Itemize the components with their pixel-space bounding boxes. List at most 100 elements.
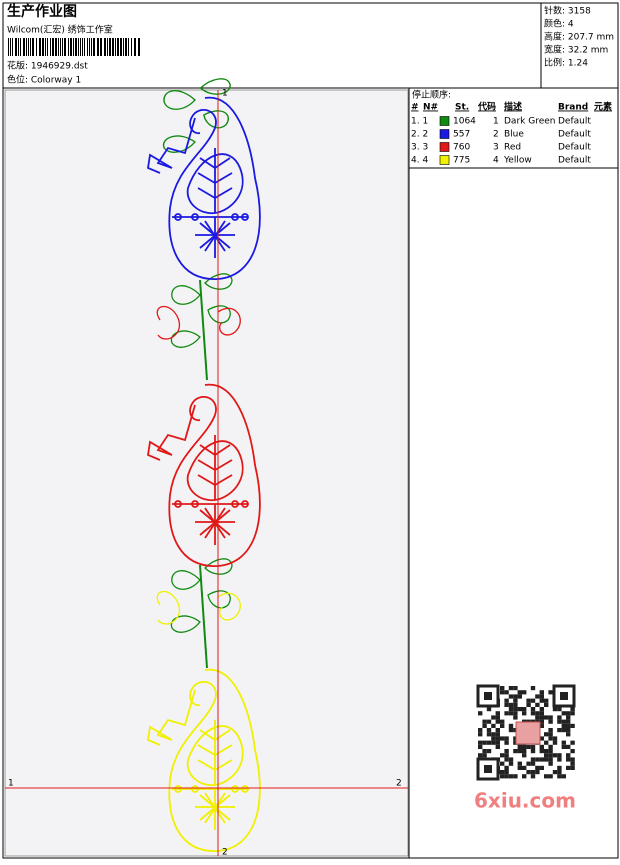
- qr-cell: [544, 715, 549, 720]
- qr-cell: [539, 707, 544, 712]
- qr-cell: [504, 757, 509, 762]
- qr-cell: [535, 694, 540, 699]
- barcode-bar: [78, 38, 79, 56]
- barcode-bar: [123, 38, 124, 56]
- title: 生产作业图: [7, 3, 77, 20]
- qr-cell: [544, 753, 549, 758]
- barcode-bar: [28, 38, 29, 56]
- qr-cell: [548, 761, 553, 766]
- qr-cell: [557, 715, 562, 720]
- stop-sequence-title: 停止顺序:: [412, 89, 451, 101]
- qr-cell: [570, 757, 575, 762]
- qr-cell: [530, 761, 536, 766]
- barcode-bar: [39, 38, 41, 56]
- qr-cell: [561, 711, 566, 716]
- qr-cell: [530, 749, 536, 754]
- qr-cell: [486, 707, 492, 712]
- brand: Default: [558, 117, 591, 127]
- studio: Wilcom(汇宏) 绣饰工作室: [7, 24, 113, 36]
- barcode-bar: [80, 38, 81, 56]
- stitches: 557: [453, 130, 470, 140]
- barcode-bar: [12, 38, 13, 56]
- qr-finder: [484, 692, 492, 700]
- qr-cell: [566, 753, 571, 758]
- qr-cell: [500, 690, 505, 695]
- qr-cell: [495, 719, 500, 724]
- barcode-bar: [89, 38, 90, 56]
- barcode-bar: [104, 38, 106, 56]
- qr-cell: [570, 723, 575, 728]
- qr-cell: [552, 753, 558, 758]
- qr-cell: [482, 740, 487, 745]
- qr-cell: [522, 749, 527, 754]
- qr-cell: [557, 719, 562, 724]
- code: 1: [493, 117, 499, 127]
- qr-cell: [504, 702, 509, 707]
- column-header: Brand: [558, 103, 588, 113]
- qr-cell: [504, 770, 509, 775]
- qr-cell: [557, 765, 562, 770]
- column-header: St.: [455, 103, 469, 113]
- qr-cell: [530, 711, 536, 716]
- qr-cell: [486, 732, 492, 737]
- qr-cell: [535, 770, 540, 775]
- qr-cell: [508, 723, 514, 728]
- qr-cell: [491, 736, 496, 741]
- qr-cell: [486, 749, 492, 754]
- qr-cell: [566, 757, 571, 762]
- qr-cell: [526, 770, 531, 775]
- qr-cell: [517, 707, 522, 712]
- qr-cell: [530, 698, 536, 703]
- barcode-bar: [8, 38, 9, 56]
- qr-cell: [566, 719, 571, 724]
- qr-cell: [539, 690, 544, 695]
- column-header: 描述: [504, 101, 522, 113]
- barcode-bar: [36, 38, 37, 56]
- qr-cell: [517, 694, 522, 699]
- barcode-bar: [20, 38, 21, 56]
- design-panel: [4, 89, 409, 857]
- qr-cell: [504, 774, 509, 779]
- qr-cell: [504, 736, 509, 741]
- barcode-bar: [115, 38, 116, 56]
- barcode-bar: [97, 38, 99, 56]
- barcode-bar: [138, 38, 140, 56]
- brand: Default: [558, 143, 591, 153]
- qr-cell: [548, 749, 553, 754]
- barcode-bar: [15, 38, 17, 56]
- qr-cell: [552, 736, 558, 741]
- qr-cell: [557, 753, 562, 758]
- barcode-bar: [91, 38, 92, 56]
- qr-cell: [500, 719, 505, 724]
- stitches: 1064: [453, 117, 476, 127]
- qr-cell: [495, 728, 500, 733]
- barcode-bar: [58, 38, 59, 56]
- qr-cell: [539, 749, 544, 754]
- code: 4: [493, 156, 499, 166]
- qr-cell: [530, 774, 536, 779]
- description: Dark Green: [504, 117, 555, 127]
- qr-cell: [539, 715, 544, 720]
- qr-cell: [478, 711, 483, 716]
- qr-cell: [504, 690, 509, 695]
- qr-cell: [548, 753, 553, 758]
- barcode-bar: [30, 38, 31, 56]
- barcode: [8, 38, 140, 56]
- qr-cell: [513, 686, 518, 691]
- qr-cell: [486, 728, 492, 733]
- qr-cell: [486, 740, 492, 745]
- qr-cell: [552, 707, 558, 712]
- qr-cell: [517, 749, 522, 754]
- qr-cell: [544, 698, 549, 703]
- barcode-bar: [117, 38, 119, 56]
- brand: Default: [558, 130, 591, 140]
- barcode-bar: [131, 38, 132, 56]
- qr-cell: [526, 744, 531, 749]
- qr-cell: [522, 690, 527, 695]
- qr-cell: [566, 765, 571, 770]
- barcode-bar: [73, 38, 74, 56]
- axis-marker: 1: [222, 89, 228, 99]
- watermark: 6xiu.com: [474, 789, 576, 813]
- qr-cell: [561, 774, 566, 779]
